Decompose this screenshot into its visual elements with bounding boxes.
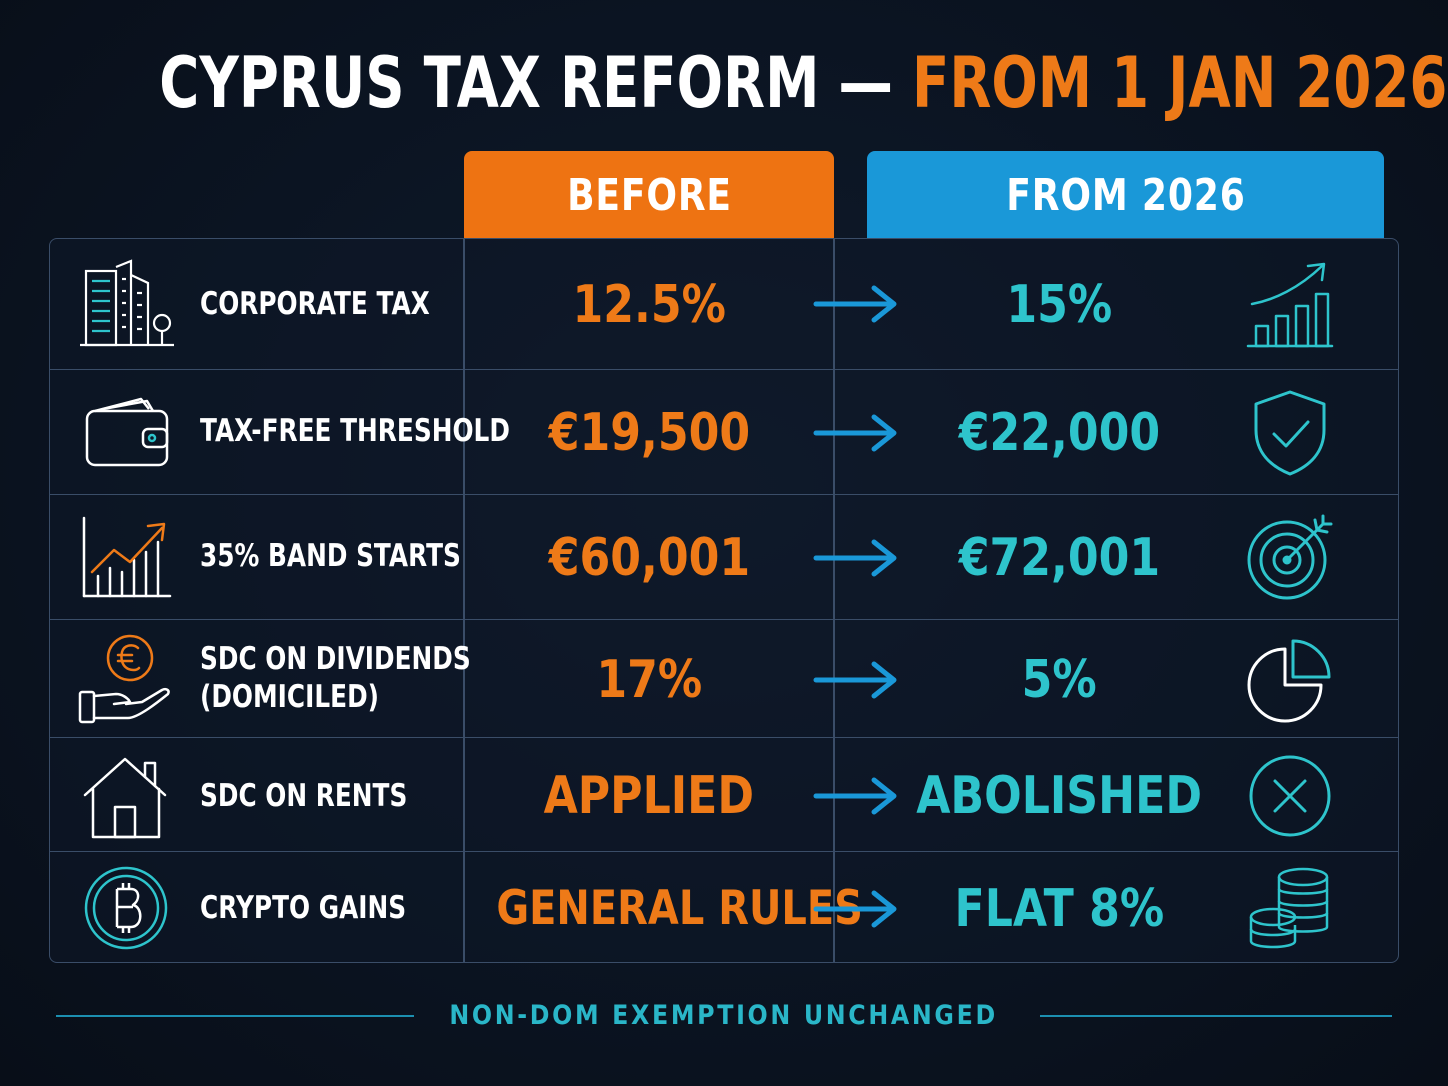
office-building-icon: [76, 254, 176, 354]
arrow-right-icon: [812, 776, 902, 820]
x-circle-icon: [1240, 746, 1340, 846]
row-label-line-2: (DOMICILED): [200, 679, 380, 715]
footer: NON-DOM EXEMPTION UNCHANGED: [0, 996, 1448, 1036]
after-value: 15%: [1006, 275, 1112, 335]
arrow-right-icon: [812, 538, 902, 582]
row-label: SDC ON DIVIDENDS (DOMICILED): [200, 640, 471, 716]
before-value: GENERAL RULES: [496, 881, 863, 936]
after-value: €22,000: [958, 403, 1160, 463]
table-row: SDC ON RENTS APPLIED ABOLISHED: [50, 737, 1398, 851]
page-title: CYPRUS TAX REFORM — FROM 1 JAN 2026: [159, 42, 1447, 124]
column-header-after: FROM 2026: [867, 151, 1384, 239]
title-part-2: FROM 1 JAN 2026: [912, 42, 1448, 124]
after-value: ABOLISHED: [916, 766, 1202, 826]
footer-note: NON-DOM EXEMPTION UNCHANGED: [449, 1000, 999, 1031]
arrow-right-icon: [812, 889, 902, 933]
arrow-right-icon: [812, 284, 902, 328]
title-part-1: CYPRUS TAX REFORM —: [159, 42, 913, 124]
bitcoin-icon: [76, 858, 176, 958]
shield-check-icon: [1240, 382, 1340, 482]
row-label: SDC ON RENTS: [200, 778, 408, 814]
after-value: FLAT 8%: [954, 879, 1164, 939]
table-row: CORPORATE TAX 12.5% 15%: [50, 239, 1398, 369]
target-icon: [1240, 507, 1340, 607]
column-header-after-label: FROM 2026: [1005, 169, 1246, 221]
table-row: TAX-FREE THRESHOLD €19,500 €22,000: [50, 369, 1398, 494]
column-header-before: BEFORE: [464, 151, 834, 239]
wallet-icon: [76, 384, 176, 480]
table-row: 35% BAND STARTS €60,001 €72,001: [50, 494, 1398, 619]
after-value: 5%: [1021, 650, 1097, 710]
footer-divider-right: [1040, 1015, 1392, 1017]
column-header-before-label: BEFORE: [566, 169, 732, 221]
footer-divider-left: [56, 1015, 414, 1017]
before-value: 12.5%: [572, 275, 726, 335]
before-value: APPLIED: [543, 766, 755, 826]
bar-chart-growth-icon: [1240, 259, 1340, 351]
after-value: €72,001: [958, 528, 1160, 588]
before-value: €19,500: [548, 403, 750, 463]
before-value: €60,001: [548, 528, 750, 588]
before-value: 17%: [596, 650, 702, 710]
table-row: CRYPTO GAINS GENERAL RULES FLAT 8%: [50, 851, 1398, 962]
arrow-right-icon: [812, 413, 902, 457]
pie-chart-icon: [1240, 630, 1340, 730]
coin-stack-icon: [1240, 858, 1340, 958]
row-label: CRYPTO GAINS: [200, 890, 407, 926]
euro-hand-icon: [76, 630, 176, 730]
row-label: 35% BAND STARTS: [200, 538, 461, 574]
row-label: CORPORATE TAX: [200, 286, 430, 322]
comparison-table: CORPORATE TAX 12.5% 15% TAX-FREE THRESHO…: [49, 238, 1399, 963]
house-icon: [76, 746, 176, 846]
trend-chart-icon: [76, 507, 176, 607]
column-divider: [463, 239, 465, 962]
arrow-right-icon: [812, 660, 902, 704]
table-row: SDC ON DIVIDENDS (DOMICILED) 17% 5%: [50, 619, 1398, 737]
column-divider: [833, 239, 835, 962]
row-label: TAX-FREE THRESHOLD: [200, 413, 510, 449]
row-label-line-1: SDC ON DIVIDENDS: [200, 641, 471, 677]
